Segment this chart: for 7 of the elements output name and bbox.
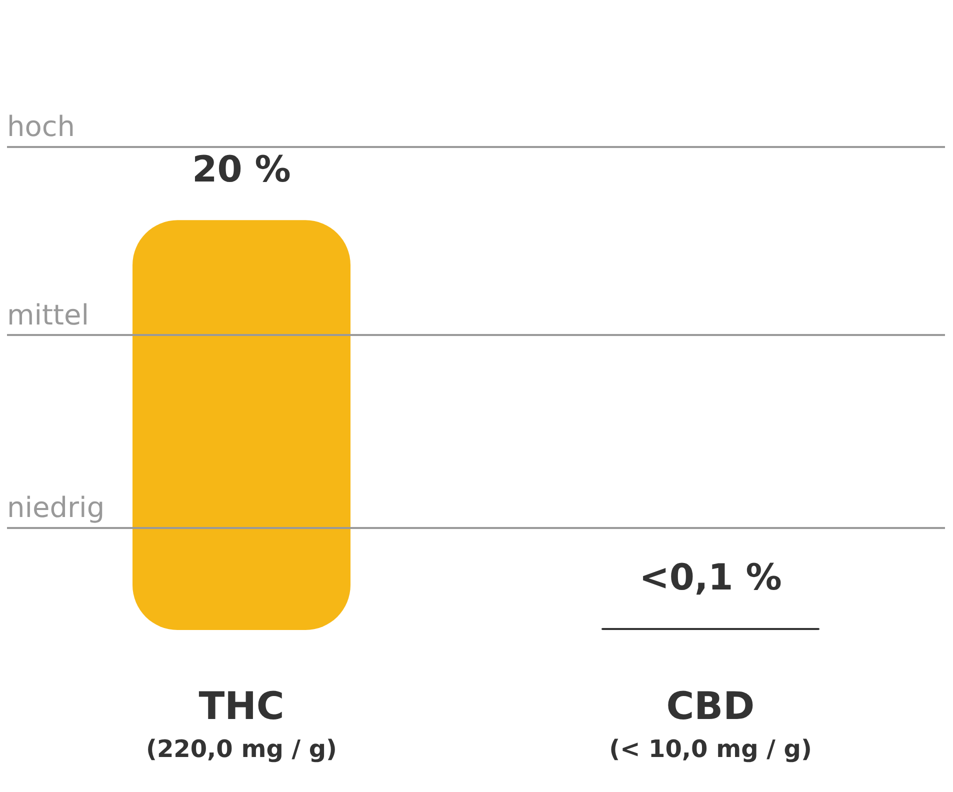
- ref-line-label: hoch: [7, 110, 76, 143]
- ref-line-label: niedrig: [7, 491, 105, 524]
- x-tick-label: CBD (< 10,0 mg / g): [609, 684, 812, 763]
- data-label: <0,1 %: [639, 557, 782, 598]
- ref-line-label: mittel: [7, 298, 90, 332]
- data-label: 20 %: [192, 150, 291, 191]
- x-tick-label: THC (220,0 mg / g): [146, 684, 338, 763]
